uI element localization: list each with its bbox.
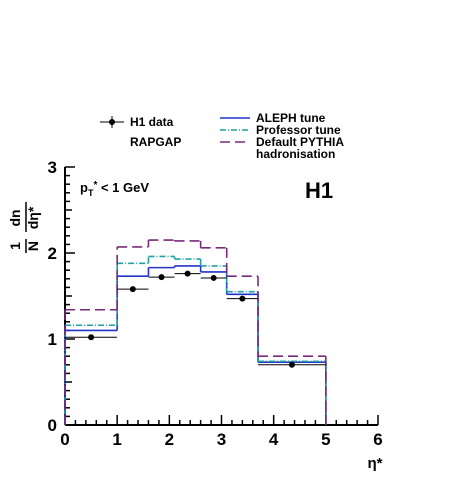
legend-heading: RAPGAP — [130, 135, 182, 149]
x-tick-label: 2 — [165, 430, 174, 449]
data-point — [129, 286, 136, 293]
y-tick-label: 3 — [48, 158, 57, 177]
legend-label: ALEPH tune — [256, 111, 326, 125]
x-tick-label: 6 — [373, 430, 382, 449]
legend-item: Default PYTHIA hadronisation — [220, 136, 366, 160]
y-label-num: dn — [7, 209, 23, 226]
x-tick-label: 4 — [269, 430, 279, 449]
x-tick-label: 0 — [60, 430, 69, 449]
legend-symbol — [220, 141, 250, 143]
x-tick-label: 3 — [217, 430, 226, 449]
legend-label: Default PYTHIA hadronisation — [256, 135, 344, 161]
legend-symbol — [220, 129, 250, 131]
legend: H1 data RAPGAP ALEPH tune Professor tune Def… — [100, 112, 400, 168]
legend-item: ALEPH tune — [220, 112, 366, 124]
y-label-den: N — [25, 241, 41, 251]
y-tick-label: 1 — [48, 330, 57, 349]
annotation: pT* < 1 GeV — [80, 180, 149, 198]
legend-symbol — [100, 116, 124, 128]
data-point — [210, 274, 217, 281]
data-point — [239, 295, 246, 302]
y-label-den: dη* — [25, 206, 41, 229]
legend-item: H1 data — [100, 116, 240, 128]
data-point — [184, 270, 191, 277]
legend-symbol — [220, 117, 250, 119]
data-point — [158, 274, 165, 281]
legend-item: Professor tune — [220, 124, 366, 136]
data-point — [288, 361, 295, 368]
y-tick-label: 2 — [48, 244, 57, 263]
logo: H1 — [305, 178, 333, 203]
y-label-num: 1 — [7, 242, 23, 250]
x-tick-label: 5 — [321, 430, 330, 449]
x-axis-label: η* — [368, 455, 383, 472]
data-point — [88, 334, 95, 341]
y-axis-label: 1 N dn dη* — [7, 202, 41, 253]
x-tick-label: 1 — [112, 430, 121, 449]
y-tick-label: 0 — [48, 416, 57, 435]
legend-label: H1 data — [130, 115, 174, 129]
legend-label: Professor tune — [256, 123, 341, 137]
